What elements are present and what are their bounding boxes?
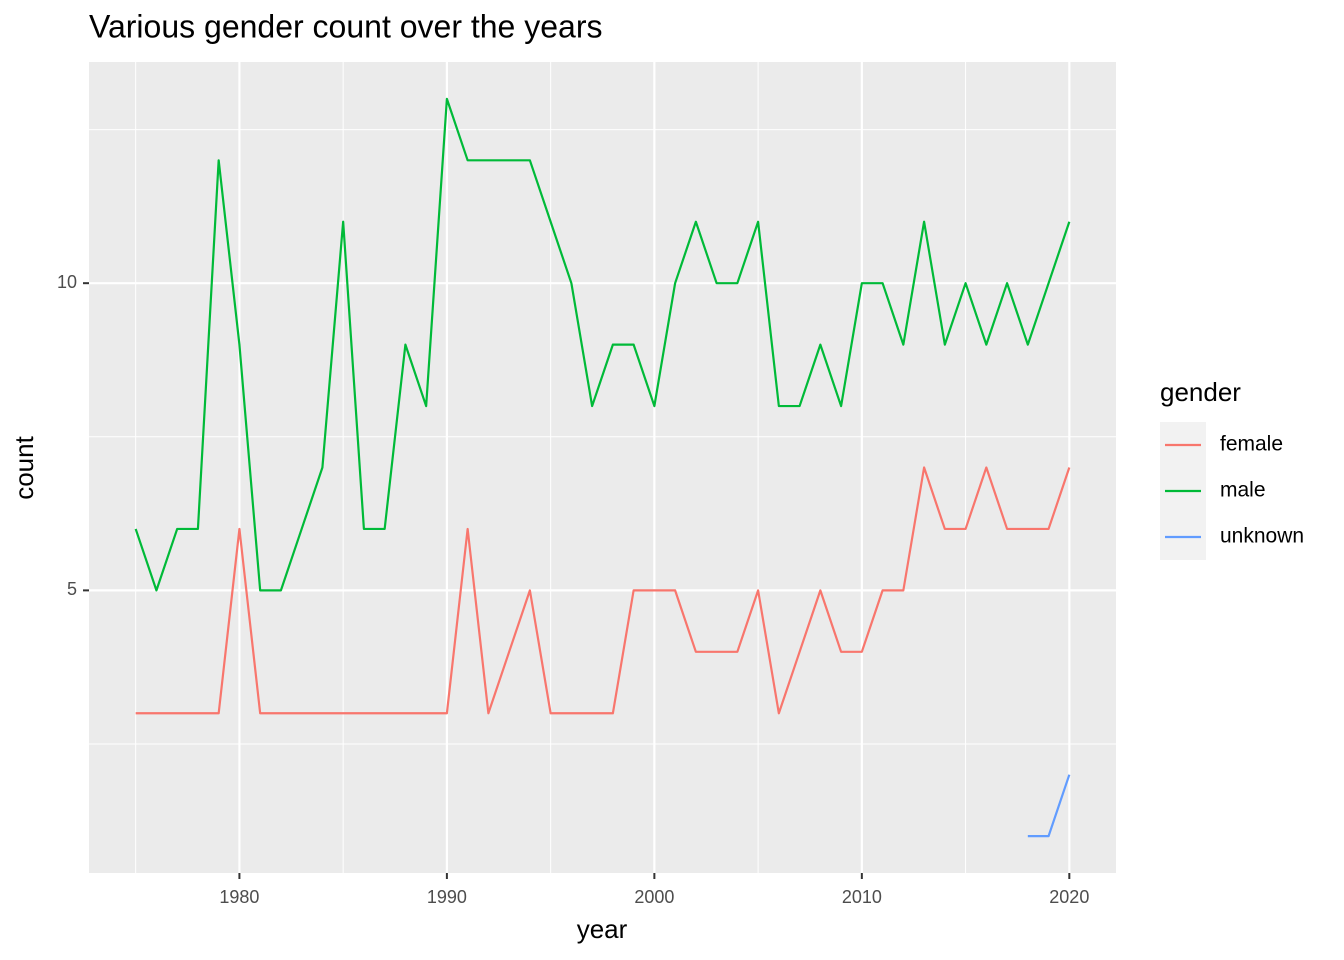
legend-label: male xyxy=(1220,479,1266,502)
legend-label: unknown xyxy=(1220,525,1304,548)
series-line xyxy=(134,97,1071,592)
x-tick-label: 1990 xyxy=(427,887,467,907)
chart-title: Various gender count over the years xyxy=(89,8,602,44)
y-tick-label: 5 xyxy=(67,579,77,599)
x-tick-label: 2020 xyxy=(1049,887,1089,907)
series-line xyxy=(135,466,1071,715)
x-tick-label: 2000 xyxy=(634,887,674,907)
x-tick-label: 1980 xyxy=(219,887,259,907)
legend-title: gender xyxy=(1160,377,1241,407)
y-axis-title: count xyxy=(9,435,39,499)
series-line xyxy=(1027,774,1071,838)
legend-label: female xyxy=(1220,433,1283,456)
x-axis-title: year xyxy=(577,914,628,944)
x-tick-label: 2010 xyxy=(842,887,882,907)
y-tick-label: 10 xyxy=(57,272,77,292)
plot-panel xyxy=(89,62,1116,873)
